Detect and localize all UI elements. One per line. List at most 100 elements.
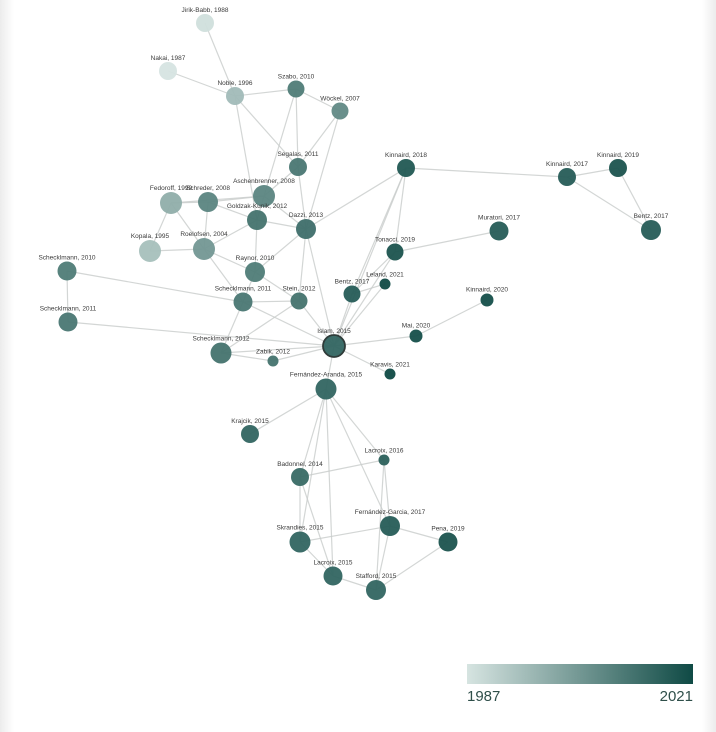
paper-node-label: Kinnaird, 2020 [466,287,508,294]
citation-edge [249,388,327,435]
paper-node-la15[interactable] [323,566,343,586]
paper-node-sz10[interactable] [287,80,305,98]
citation-edge [305,167,407,230]
paper-node-no96[interactable] [226,87,244,105]
paper-node-label: Bentz, 2017 [634,213,669,220]
legend-min-year: 1987 [467,688,501,705]
paper-node-ki19[interactable] [609,159,627,177]
citation-edge [299,476,334,577]
citation-edge [299,459,385,478]
paper-node-label: Kinnaird, 2019 [597,152,639,159]
paper-node-label: Schecklmann, 2011 [40,306,97,313]
paper-node-sf15[interactable] [366,580,386,600]
citation-edge [297,166,307,230]
paper-node-label: Skrandies, 2015 [277,525,324,532]
legend-gradient-bar [467,664,693,684]
paper-node-go12[interactable] [247,210,267,230]
paper-node-is15[interactable] [322,334,346,358]
paper-node-label: Muratori, 2017 [478,215,520,222]
paper-node-label: Leland, 2021 [366,272,404,279]
paper-node-label: Pena, 2019 [431,526,465,533]
citation-edge [67,321,335,347]
paper-node-ba14[interactable] [291,468,309,486]
paper-node-pe19[interactable] [438,532,458,552]
year-color-legend: 1987 2021 [467,664,693,708]
paper-node-as08[interactable] [253,185,275,207]
paper-node-ro04[interactable] [193,238,215,260]
paper-node-sk11b[interactable] [233,292,253,312]
citation-edge [299,525,391,543]
citation-edge [297,110,341,168]
citation-edge [405,167,568,178]
paper-node-sk11[interactable] [58,312,78,332]
paper-node-sk12[interactable] [210,342,232,364]
citation-edge [254,228,307,273]
paper-node-label: Bentz, 2017 [335,279,370,286]
citation-edge [351,167,407,295]
paper-node-ki20[interactable] [480,293,494,307]
paper-node-le21[interactable] [379,278,391,290]
paper-node-label: Kinnaird, 2017 [546,161,588,168]
paper-node-be17[interactable] [343,285,361,303]
citation-edge [375,541,449,591]
paper-node-ra10[interactable] [245,262,265,282]
paper-node-label: Segalas, 2011 [277,151,318,158]
citation-edge [234,88,297,97]
paper-node-fg17[interactable] [380,516,400,536]
citation-edge [394,230,500,253]
paper-node-to19[interactable] [386,243,404,261]
citation-edge [383,459,391,527]
paper-node-ki17[interactable] [558,168,576,186]
citation-edge [351,251,396,295]
node-layer [57,14,661,600]
edge-layer [66,22,652,591]
citation-edge [167,70,236,97]
paper-node-label: Karavis, 2021 [370,362,410,369]
paper-node-label: Fernández-Garcia, 2017 [355,509,426,516]
paper-node-label: Zabik, 2012 [256,349,290,356]
paper-node-label: Islam, 2015 [317,328,351,335]
paper-node-wo07[interactable] [331,102,349,120]
paper-node-label: Krajcik, 2015 [231,418,269,425]
paper-node-label: Aschenbrenner, 2008 [233,178,295,185]
citation-edge [234,95,258,221]
paper-node-sc08[interactable] [198,192,218,212]
paper-node-label: Fedoroff, 1999 [150,185,193,192]
paper-node-ki18[interactable] [397,159,415,177]
paper-node-ma20[interactable] [409,329,423,343]
paper-node-se11[interactable] [289,158,307,176]
paper-node-label: Noble, 1996 [217,80,252,87]
citation-edge [333,283,386,347]
citation-edge [204,22,236,97]
paper-node-la16[interactable] [378,454,390,466]
paper-node-label: Schreder, 2008 [186,185,230,192]
paper-node-kr15[interactable] [241,425,259,443]
paper-node-label: Schecklmann, 2010 [38,255,95,262]
citation-edge [325,388,334,577]
paper-node-mu17[interactable] [489,221,509,241]
paper-node-label: Tonacci, 2019 [375,237,415,244]
paper-node-label: Dazzi, 2013 [289,212,324,219]
paper-node-za12[interactable] [267,355,279,367]
citation-edge [298,228,307,302]
paper-node-fa15[interactable] [315,378,337,400]
citation-edge [299,388,327,543]
paper-node-label: Mai, 2020 [402,323,431,330]
citation-edge [295,88,299,168]
citation-edge [220,345,335,354]
paper-node-na87[interactable] [159,62,177,80]
paper-node-ka21[interactable] [384,368,396,380]
paper-node-da13[interactable] [296,219,316,239]
paper-node-sk15[interactable] [289,531,311,553]
paper-node-sk10[interactable] [57,261,77,281]
paper-node-label: Fernández-Aranda, 2015 [290,372,363,379]
citation-edge [242,301,335,347]
citation-edge [375,525,391,591]
paper-node-fe99[interactable] [160,192,182,214]
paper-node-st12[interactable] [290,292,308,310]
paper-node-jb88[interactable] [196,14,214,32]
paper-node-label: Goldzak-Kunik, 2012 [227,203,288,210]
paper-node-be17b[interactable] [641,220,661,240]
paper-node-ko95[interactable] [139,240,161,262]
